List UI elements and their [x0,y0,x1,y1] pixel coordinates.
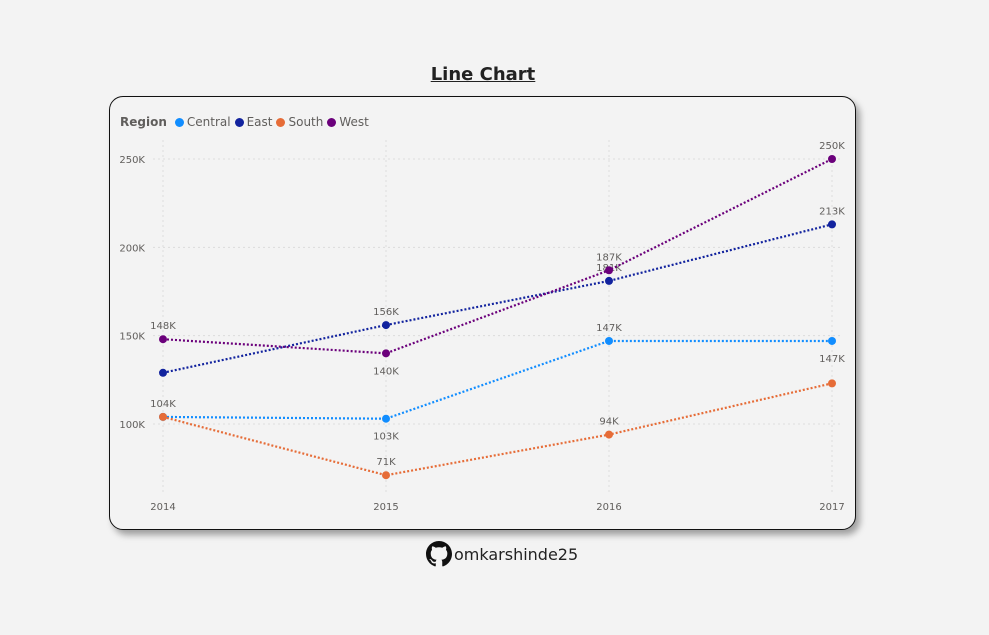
data-point-west [159,335,167,344]
data-label: 147K [596,323,622,334]
legend-title: Region [120,115,167,129]
x-tick-label: 2014 [150,502,175,513]
data-label: 103K [373,432,399,443]
x-tick-label: 2015 [373,502,398,513]
series-line-west [162,158,833,355]
legend: Region Central East South West [120,114,373,130]
data-point-east [828,220,836,229]
data-label: 147K [819,354,845,365]
legend-label: South [288,115,324,129]
y-tick-label: 200K [119,243,145,254]
data-point-south [382,471,390,480]
data-label: 156K [373,307,399,318]
data-point-west [828,155,836,163]
legend-label: East [246,115,273,129]
series-line-south [162,382,833,477]
legend-marker [276,117,286,127]
data-label: 250K [819,141,845,152]
y-tick-label: 150K [119,332,145,343]
data-label: 148K [150,321,176,332]
x-tick-label: 2017 [819,502,844,513]
legend-item-south[interactable]: South [276,115,323,129]
y-tick-label: 250K [119,155,145,166]
x-tick-label: 2016 [596,502,621,513]
data-point-east [605,276,613,285]
data-label: 213K [819,206,845,217]
legend-item-west[interactable]: West [327,115,369,129]
data-point-east [382,321,390,330]
legend-marker [174,117,184,127]
footer: omkarshinde25 [426,540,578,568]
data-point-south [159,412,167,421]
page-title: Line Chart [430,64,536,85]
data-point-central [828,336,836,345]
data-point-central [382,414,390,423]
legend-items: Central East South West [174,115,373,129]
github-username[interactable]: omkarshinde25 [454,544,579,564]
legend-label: West [339,115,369,129]
data-label: 104K [150,399,176,410]
data-label: 94K [599,417,619,428]
legend-item-central[interactable]: Central [174,115,231,129]
legend-item-east[interactable]: East [234,115,273,129]
series-line-central [162,339,832,420]
data-point-east [159,368,167,377]
data-label: 71K [376,457,396,468]
github-icon[interactable] [426,541,452,567]
data-point-west [382,349,390,358]
data-label: 187K [596,252,622,263]
data-point-south [605,430,613,439]
y-tick-label: 100K [119,420,145,431]
data-point-central [605,336,613,345]
series-line-east [162,223,833,374]
legend-marker [234,117,244,127]
legend-label: Central [186,115,231,129]
data-point-south [828,379,836,388]
legend-marker [327,117,337,127]
data-label: 140K [373,366,399,377]
data-point-west [605,266,613,275]
